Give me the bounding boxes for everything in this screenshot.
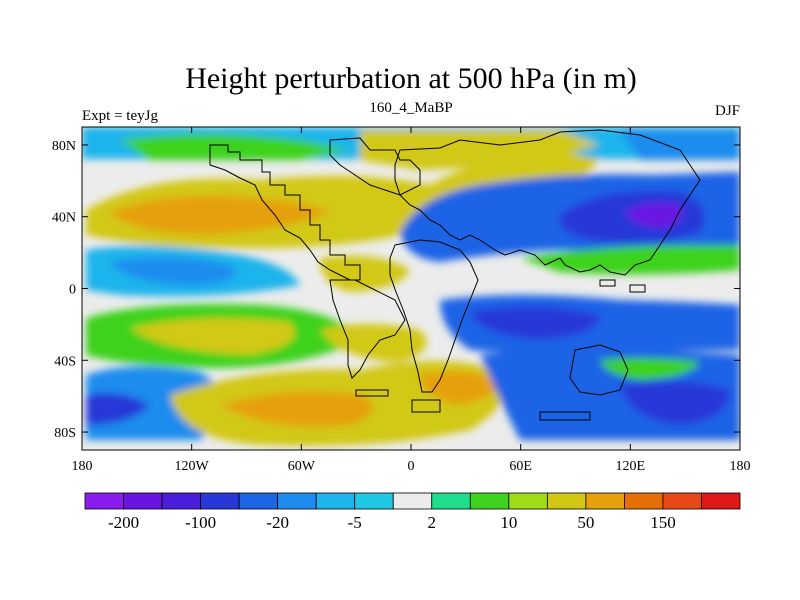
field-region-south-pacific-ridge-core xyxy=(130,318,295,355)
colorbar-box xyxy=(238,492,279,510)
colorbar: -200 -100 -20 -5 2 10 50 150 xyxy=(84,492,741,532)
field-region-south-indian-trough-core xyxy=(470,306,600,340)
colorbar-box xyxy=(84,492,124,510)
field-region-north-atlantic-low xyxy=(120,134,350,160)
x-tick-label: 180 xyxy=(730,459,751,474)
map-field xyxy=(82,127,740,450)
y-axis: 80N 40N 0 40S 80S xyxy=(52,139,740,441)
field-region-southern-trough-core xyxy=(620,381,730,425)
field-region-north-ridge-core xyxy=(110,195,330,235)
colorbar-label: -20 xyxy=(266,513,289,532)
field-region-south-pacific-low-core xyxy=(86,392,150,425)
y-tick-label: 40N xyxy=(52,211,76,226)
field-region-east-asia-low xyxy=(520,245,740,275)
x-axis: 180 120W 60W 0 60E 120E 180 xyxy=(72,127,751,474)
y-tick-label: 80N xyxy=(52,139,76,154)
colorbar-box xyxy=(624,492,664,510)
colorbar-box xyxy=(662,492,702,510)
colorbar-box xyxy=(277,492,317,510)
colorbar-box xyxy=(469,492,510,510)
colorbar-box xyxy=(354,492,394,510)
period-label: 160_4_MaBP xyxy=(369,100,452,116)
colorbar-label: 150 xyxy=(650,513,676,532)
field-region-north-trough-min xyxy=(625,202,683,228)
colorbar-box xyxy=(546,492,587,510)
colorbar-label: -200 xyxy=(108,513,139,532)
y-tick-label: 40S xyxy=(54,354,76,369)
colorbar-box xyxy=(315,492,356,510)
x-tick-label: 120W xyxy=(175,459,210,474)
colorbar-box xyxy=(123,492,163,510)
field-region-tropical-pacific-north-core xyxy=(110,257,236,285)
chart-title: Height perturbation at 500 hPa (in m) xyxy=(185,62,637,95)
colorbar-box xyxy=(508,492,548,510)
colorbar-label: 50 xyxy=(577,513,594,532)
colorbar-label: 2 xyxy=(428,513,437,532)
x-tick-label: 180 xyxy=(72,459,93,474)
colorbar-label: 10 xyxy=(500,513,517,532)
colorbar-label: -5 xyxy=(348,513,362,532)
colorbar-box xyxy=(431,492,471,510)
field-region-south-atlantic-ridge xyxy=(320,324,427,362)
y-tick-label: 0 xyxy=(69,283,76,298)
x-tick-label: 60E xyxy=(509,459,532,474)
colorbar-label: -100 xyxy=(185,513,216,532)
experiment-label: Expt = teyJg xyxy=(82,108,158,124)
colorbar-box xyxy=(161,492,201,510)
field-region-pacific-arctic xyxy=(620,130,740,160)
colorbar-box xyxy=(585,492,625,510)
x-tick-label: 120E xyxy=(616,459,646,474)
field-region-tropical-america xyxy=(320,255,410,292)
season-label: DJF xyxy=(715,103,740,119)
colorbar-box xyxy=(392,492,433,510)
coastlines xyxy=(209,129,701,421)
x-tick-label: 0 xyxy=(408,459,415,474)
y-tick-label: 80S xyxy=(54,426,76,441)
field-region-southern-ridge-core xyxy=(220,391,373,427)
colorbar-box xyxy=(200,492,240,510)
colorbar-box xyxy=(701,492,741,510)
x-tick-label: 60W xyxy=(288,459,316,474)
